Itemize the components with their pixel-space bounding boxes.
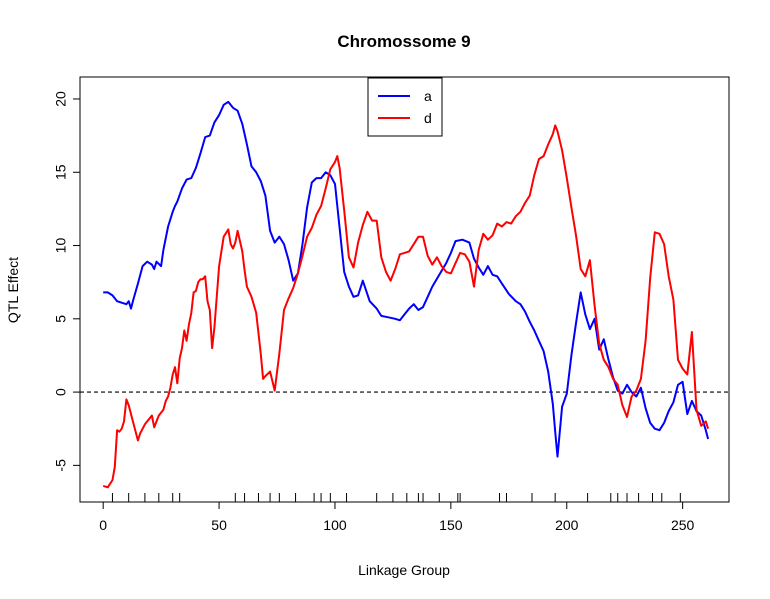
x-tick-label-200: 200 — [555, 517, 579, 533]
chart-title: Chromossome 9 — [337, 32, 470, 51]
y-tick-label-10: 10 — [53, 238, 69, 254]
y-tick-label-20: 20 — [53, 91, 69, 107]
plot-area: 0 50 100 150 200 250 -5 0 5 10 15 20 ad — [53, 76, 730, 533]
legend-label-d: d — [424, 110, 432, 126]
y-axis-label: QTL Effect — [5, 257, 21, 323]
x-tick-label-0: 0 — [99, 517, 107, 533]
y-tick-label-5: 5 — [53, 315, 69, 323]
x-tick-label-250: 250 — [671, 517, 695, 533]
x-axis-label: Linkage Group — [358, 562, 450, 578]
legend-box — [367, 77, 443, 137]
x-tick-label-150: 150 — [439, 517, 463, 533]
series-line-a — [103, 100, 710, 458]
series-line-d — [102, 124, 710, 489]
y-tick-label-15: 15 — [53, 164, 69, 180]
x-tick-label-50: 50 — [211, 517, 227, 533]
y-tick-label-0: 0 — [53, 388, 69, 396]
x-tick-label-100: 100 — [323, 517, 347, 533]
legend-label-a: a — [424, 88, 432, 104]
plot-frame — [79, 76, 730, 503]
y-tick-label--5: -5 — [53, 459, 69, 472]
